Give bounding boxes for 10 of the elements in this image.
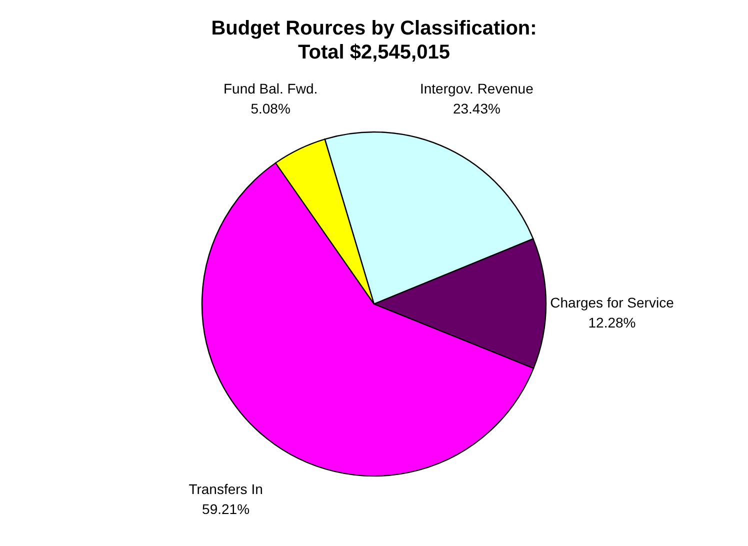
data-label: 23.43% [452,100,500,116]
slice-label: Fund Bal. Fwd. [223,80,318,97]
data-label: 5.08% [250,100,290,117]
data-label: 59.21% [202,501,250,518]
chart-title: Budget Rources by Classification: [211,17,537,40]
slice-label: Transfers In [188,481,263,498]
slice-label: Intergov. Revenue [420,80,534,96]
data-label: 12.28% [588,314,636,330]
chart-subtitle: Total $2,545,015 [298,41,450,64]
slice-label: Charges for Service [550,294,674,310]
